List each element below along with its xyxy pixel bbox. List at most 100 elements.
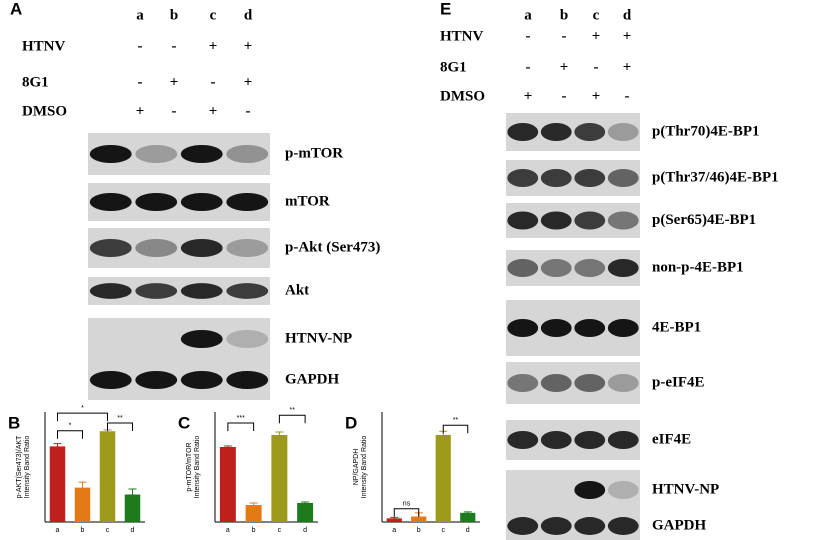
condition-name: HTNV [22, 38, 66, 54]
lane-label: d [623, 7, 632, 23]
lane-label: d [244, 7, 253, 23]
condition-sign: - [172, 103, 177, 119]
blot-band [89, 239, 132, 257]
significance-bracket [227, 422, 255, 431]
bar [74, 487, 91, 522]
bar [219, 447, 236, 522]
blot-band [574, 123, 606, 141]
error-bar [463, 511, 472, 514]
error-bar [223, 445, 232, 448]
condition-sign: + [209, 38, 218, 54]
error-bar [78, 481, 87, 494]
significance-label: *** [237, 415, 245, 422]
blot-band [135, 283, 178, 299]
blot-band [507, 517, 539, 535]
x-tick-label: a [226, 527, 230, 534]
bar [271, 435, 288, 522]
blot-band [574, 431, 606, 449]
blot-band [574, 374, 606, 392]
blot-band [507, 259, 539, 277]
x-tick-label: d [131, 527, 135, 534]
blot-band [574, 517, 606, 535]
significance-bracket [57, 412, 108, 422]
blot-band [507, 431, 539, 449]
blot-band [180, 283, 223, 299]
error-bar [249, 502, 258, 507]
blot-label: p(Thr70)4E-BP1 [652, 123, 760, 139]
significance-bracket [442, 424, 469, 434]
y-axis-label: Intensity Band Ratio [24, 436, 31, 499]
blot-band [574, 169, 606, 187]
bar [245, 505, 262, 522]
blot-band [540, 169, 572, 187]
lane-label: c [210, 7, 217, 23]
blot-band [607, 481, 639, 499]
blot-band [135, 239, 178, 257]
x-tick-label: b [417, 527, 421, 534]
blot-band [540, 123, 572, 141]
blot-band [540, 319, 572, 337]
condition-sign: + [244, 38, 253, 54]
condition-sign: - [246, 103, 251, 119]
x-tick-label: b [252, 527, 256, 534]
significance-bracket [57, 430, 83, 439]
blot-band [607, 319, 639, 337]
error-bar [301, 501, 310, 504]
condition-name: 8G1 [22, 74, 49, 90]
blot-band [540, 211, 572, 230]
condition-sign: + [209, 103, 218, 119]
panel-label: B [8, 413, 20, 432]
blot-band [226, 283, 269, 299]
blot-band [507, 319, 539, 337]
condition-sign: + [592, 88, 601, 104]
blot-label: mTOR [285, 193, 330, 209]
blot-band [507, 374, 539, 392]
blot-band [180, 145, 223, 163]
condition-sign: - [562, 88, 567, 104]
blot-label: non-p-4E-BP1 [652, 259, 744, 275]
condition-sign: - [138, 38, 143, 54]
blot-band [540, 517, 572, 535]
blot-band [89, 283, 132, 299]
blot-band [180, 330, 223, 348]
significance-label: ns [403, 501, 411, 508]
blot-band [135, 193, 178, 211]
blot-band [226, 145, 269, 163]
blot-strip [506, 470, 640, 510]
condition-sign: - [594, 59, 599, 75]
bar [435, 434, 451, 522]
bar [460, 512, 476, 522]
panel-label: D [345, 413, 357, 432]
error-bar [275, 431, 284, 438]
blot-band [607, 211, 639, 230]
blot-band [180, 193, 223, 211]
blot-band [226, 371, 269, 389]
blot-band [607, 123, 639, 141]
blot-band [89, 371, 132, 389]
y-axis-label: p-mTOR/mTOR [186, 442, 193, 491]
blot-label: Akt [285, 282, 309, 298]
blot-band [180, 239, 223, 257]
significance-bracket [278, 414, 306, 424]
blot-label: 4E-BP1 [652, 319, 701, 335]
condition-sign: - [625, 88, 630, 104]
x-tick-label: b [81, 527, 85, 534]
condition-sign: - [562, 28, 567, 44]
blot-band [607, 169, 639, 187]
blot-band [226, 193, 269, 211]
lane-label: b [170, 7, 178, 23]
panel-label: E [440, 0, 451, 18]
blot-strip [88, 318, 270, 360]
x-tick-label: c [278, 527, 282, 534]
blot-label: eIF4E [652, 431, 691, 447]
condition-sign: + [244, 74, 253, 90]
blot-band [574, 319, 606, 337]
blot-band [607, 374, 639, 392]
panel-label: C [178, 413, 190, 432]
lane-label: c [593, 7, 600, 23]
x-tick-label: a [56, 527, 60, 534]
blot-band [507, 211, 539, 230]
x-tick-label: d [466, 527, 470, 534]
condition-name: DMSO [22, 103, 67, 119]
blot-band [540, 431, 572, 449]
